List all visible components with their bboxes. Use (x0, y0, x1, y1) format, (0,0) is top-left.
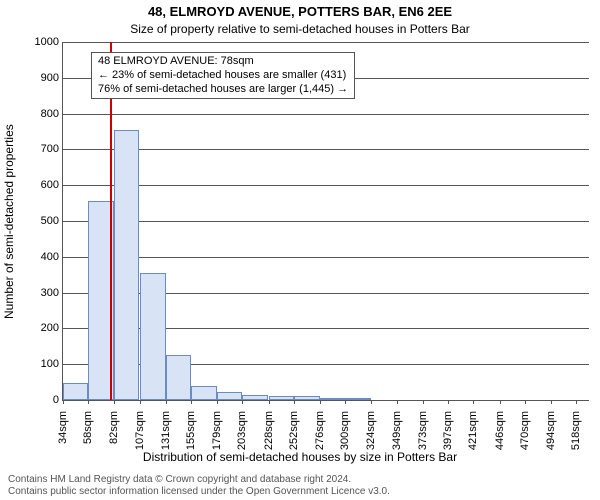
gridline-h (63, 149, 589, 150)
gridline-h (63, 185, 589, 186)
x-tick-label: 518sqm (570, 411, 582, 450)
x-tick (371, 400, 372, 404)
x-tick (551, 400, 552, 404)
x-tick-label: 470sqm (519, 411, 531, 450)
x-tick (320, 400, 321, 404)
x-tick-label: 324sqm (365, 411, 377, 450)
y-tick-label: 100 (41, 358, 59, 370)
y-tick-label: 0 (53, 394, 59, 406)
x-tick-label: 276sqm (314, 411, 326, 450)
y-tick-label: 800 (41, 108, 59, 120)
y-axis-label: Number of semi-detached properties (2, 124, 16, 319)
gridline-h (63, 221, 589, 222)
histogram-bar (242, 395, 267, 400)
footer-line1: Contains HM Land Registry data © Crown c… (8, 474, 592, 486)
x-tick (269, 400, 270, 404)
x-tick-label: 300sqm (339, 411, 351, 450)
y-tick-label: 700 (41, 143, 59, 155)
x-tick (166, 400, 167, 404)
x-tick-label: 203sqm (236, 411, 248, 450)
x-tick-label: 155sqm (185, 411, 197, 450)
chart-title-line2: Size of property relative to semi-detach… (0, 22, 600, 36)
x-tick (423, 400, 424, 404)
histogram-bar (140, 273, 165, 400)
x-tick (242, 400, 243, 404)
x-tick-label: 494sqm (545, 411, 557, 450)
histogram-bar (166, 355, 191, 400)
x-tick-label: 252sqm (288, 411, 300, 450)
annotation-line3: 76% of semi-detached houses are larger (… (98, 83, 348, 97)
x-tick-label: 82sqm (108, 411, 120, 444)
gridline-h (63, 114, 589, 115)
x-tick (473, 400, 474, 404)
x-tick-label: 107sqm (134, 411, 146, 450)
x-tick-label: 228sqm (263, 411, 275, 450)
gridline-h (63, 257, 589, 258)
x-tick (576, 400, 577, 404)
x-tick (345, 400, 346, 404)
x-tick (191, 400, 192, 404)
annotation-box: 48 ELMROYD AVENUE: 78sqm ← 23% of semi-d… (91, 52, 355, 99)
x-tick-label: 34sqm (57, 411, 69, 444)
y-tick-label: 400 (41, 251, 59, 263)
x-tick-label: 446sqm (494, 411, 506, 450)
gridline-h (63, 42, 589, 43)
x-tick-label: 421sqm (467, 411, 479, 450)
annotation-line1: 48 ELMROYD AVENUE: 78sqm (98, 55, 348, 69)
histogram-bar (114, 130, 139, 400)
footer-attribution: Contains HM Land Registry data © Crown c… (8, 474, 592, 498)
histogram-bar (294, 396, 319, 400)
x-tick (88, 400, 89, 404)
histogram-bar (191, 386, 216, 400)
x-axis-label: Distribution of semi-detached houses by … (0, 450, 600, 464)
chart-title-line1: 48, ELMROYD AVENUE, POTTERS BAR, EN6 2EE (0, 4, 600, 19)
y-tick-label: 900 (41, 72, 59, 84)
x-tick (397, 400, 398, 404)
histogram-bar (269, 396, 294, 400)
y-tick-label: 300 (41, 287, 59, 299)
histogram-bar (63, 383, 88, 400)
y-tick-label: 500 (41, 215, 59, 227)
footer-line2: Contains public sector information licen… (8, 486, 592, 498)
y-tick-label: 200 (41, 322, 59, 334)
x-tick (525, 400, 526, 404)
y-tick-label: 600 (41, 179, 59, 191)
x-tick-label: 58sqm (82, 411, 94, 444)
x-tick (63, 400, 64, 404)
x-tick-label: 179sqm (211, 411, 223, 450)
histogram-bar (217, 392, 242, 400)
histogram-bar (345, 398, 370, 400)
x-tick-label: 373sqm (417, 411, 429, 450)
x-tick (294, 400, 295, 404)
x-tick-label: 397sqm (442, 411, 454, 450)
x-tick (114, 400, 115, 404)
histogram-bar (320, 398, 345, 400)
x-tick (448, 400, 449, 404)
y-tick-label: 1000 (35, 36, 59, 48)
x-tick (140, 400, 141, 404)
x-tick-label: 349sqm (391, 411, 403, 450)
annotation-line2: ← 23% of semi-detached houses are smalle… (98, 69, 348, 83)
x-tick-label: 131sqm (160, 411, 172, 450)
x-tick (217, 400, 218, 404)
x-tick (500, 400, 501, 404)
